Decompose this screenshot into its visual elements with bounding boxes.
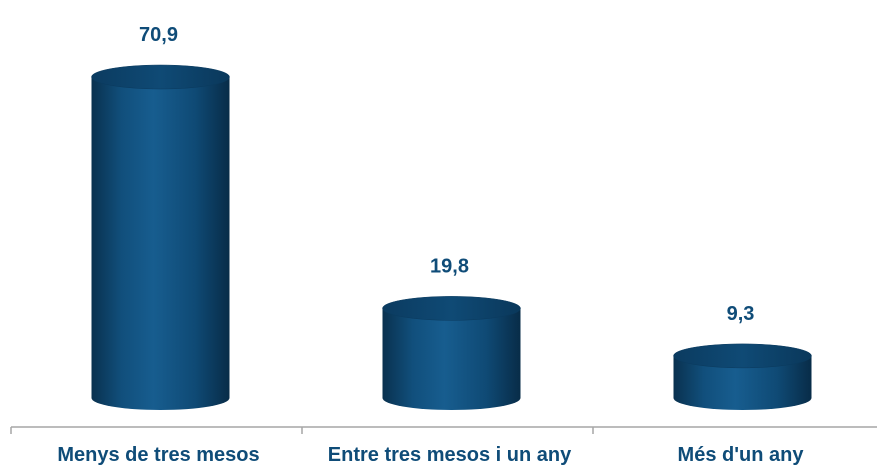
- category-label-2: Entre tres mesos i un any: [328, 444, 572, 466]
- value-label-3: 9,3: [727, 303, 755, 325]
- bar-top-cap: [91, 64, 230, 90]
- bar-3: [673, 343, 812, 410]
- value-label-1: 70,9: [139, 24, 178, 46]
- bar-top-cap: [382, 296, 521, 321]
- value-label-2: 19,8: [430, 255, 469, 277]
- bar-2: [382, 296, 521, 410]
- category-label-3: Més d'un any: [678, 444, 805, 466]
- x-axis: [10, 426, 877, 434]
- bar-body: [673, 355, 812, 410]
- category-labels-layer: Menys de tres mesos Entre tres mesos i un…: [57, 444, 804, 466]
- bar-body: [382, 308, 521, 410]
- value-labels-layer: 70,9 19,8 9,3: [139, 24, 754, 325]
- category-label-1: Menys de tres mesos: [57, 444, 259, 466]
- bar-1: [91, 64, 230, 410]
- bar-body: [91, 77, 230, 410]
- bars-layer: [91, 64, 812, 410]
- bar-top-cap: [673, 343, 812, 369]
